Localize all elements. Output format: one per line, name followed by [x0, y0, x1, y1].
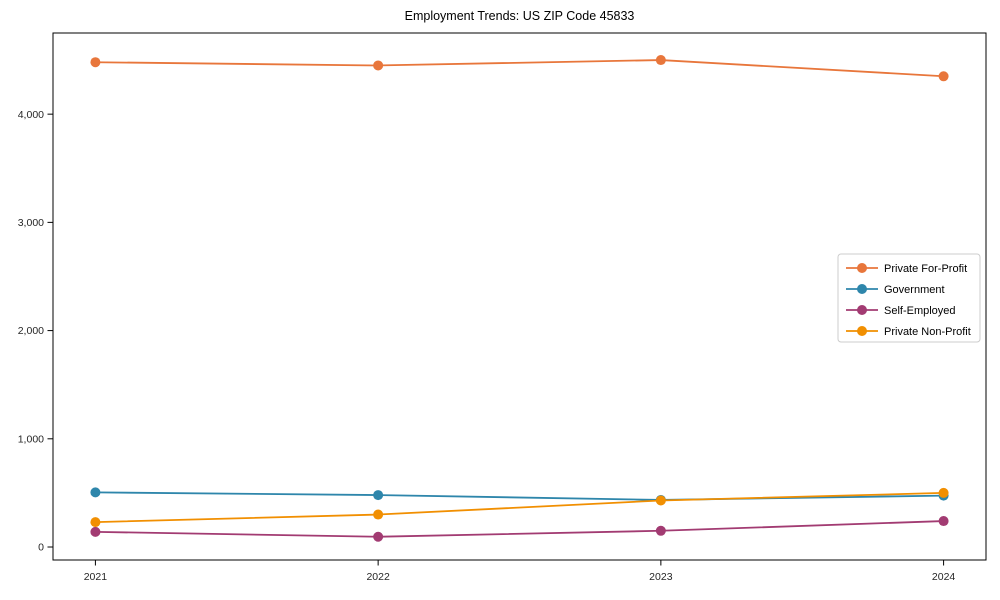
series-line [95, 59, 944, 78]
series-marker [655, 525, 666, 536]
chart-title: Employment Trends: US ZIP Code 45833 [404, 9, 635, 23]
series-line [95, 491, 944, 501]
x-tick-label: 2024 [932, 571, 956, 583]
x-tick-label: 2023 [649, 571, 673, 583]
x-tick-label: 2022 [366, 571, 390, 583]
series-marker [655, 55, 666, 66]
x-tick-label: 2021 [84, 571, 108, 583]
series-line [95, 492, 944, 524]
y-tick-label: 1,000 [18, 433, 44, 445]
y-tick-label: 3,000 [18, 217, 44, 229]
y-tick-label: 2,000 [18, 325, 44, 337]
series-marker [373, 60, 384, 71]
series-marker [938, 487, 949, 498]
series-line [95, 520, 944, 538]
legend-box [837, 253, 981, 343]
series-marker [90, 57, 101, 68]
legend-label: Private Non-Profit [884, 326, 971, 338]
series-marker [373, 509, 384, 520]
series-marker [90, 487, 101, 498]
series-marker [90, 526, 101, 537]
legend-label: Private For-Profit [884, 263, 967, 275]
series-marker [373, 531, 384, 542]
y-tick-label: 0 [38, 542, 44, 554]
legend-marker-sample [857, 263, 867, 273]
series-marker [938, 516, 949, 527]
legend-marker-sample [857, 284, 867, 294]
axes-spines [52, 32, 987, 561]
series-marker [373, 490, 384, 501]
y-tick-label: 4,000 [18, 109, 44, 121]
series-marker [90, 517, 101, 528]
series-marker [655, 495, 666, 506]
legend-label: Self-Employed [884, 305, 956, 317]
series-marker [938, 71, 949, 82]
legend-label: Government [884, 284, 945, 296]
legend-marker-sample [857, 305, 867, 315]
legend-marker-sample [857, 326, 867, 336]
